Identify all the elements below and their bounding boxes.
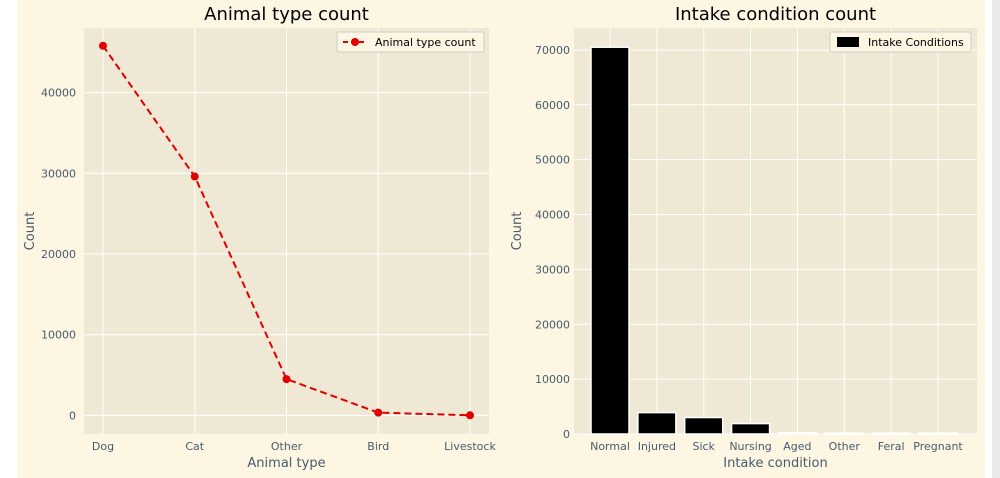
left-x-tick-label: Cat bbox=[185, 440, 204, 453]
right-plot-area bbox=[574, 28, 977, 434]
left-legend-marker bbox=[351, 38, 359, 46]
left-y-tick-label: 0 bbox=[69, 409, 76, 422]
left-x-tick-label: Livestock bbox=[444, 440, 496, 453]
right-y-axis-label: Count bbox=[510, 212, 525, 251]
right-chart-title: Intake condition count bbox=[675, 4, 876, 25]
right-bar bbox=[918, 432, 958, 435]
left-y-axis-label: Count bbox=[23, 212, 38, 251]
right-legend-box bbox=[829, 31, 972, 53]
right-x-tick-label: Other bbox=[829, 440, 861, 453]
left-data-point bbox=[466, 411, 474, 420]
right-y-tick-label: 40000 bbox=[535, 209, 570, 222]
left-series-line bbox=[102, 45, 471, 417]
left-y-tick-label: 20000 bbox=[41, 248, 76, 261]
right-bar bbox=[637, 411, 677, 435]
right-x-tick-label: Normal bbox=[590, 440, 630, 453]
right-x-tick-label: Nursing bbox=[729, 440, 771, 453]
right-y-tick-label: 20000 bbox=[535, 318, 570, 331]
left-data-point bbox=[99, 41, 107, 50]
left-data-point bbox=[190, 172, 199, 181]
right-y-tick-label: 60000 bbox=[535, 99, 570, 112]
right-x-tick-label: Pregnant bbox=[913, 440, 963, 453]
left-y-tick-label: 40000 bbox=[41, 87, 76, 100]
page-scroll-strip bbox=[992, 0, 1000, 478]
right-x-tick-label: Sick bbox=[692, 440, 715, 453]
right-y-tick-label: 0 bbox=[563, 428, 570, 441]
left-x-tick-label: Other bbox=[271, 440, 303, 453]
right-bar bbox=[730, 422, 771, 435]
right-x-tick-label: Aged bbox=[783, 440, 811, 453]
left-x-tick-label: Bird bbox=[367, 440, 389, 453]
left-data-point bbox=[374, 408, 383, 417]
right-legend-label: Intake Conditions bbox=[868, 36, 964, 49]
right-bar bbox=[590, 46, 630, 435]
right-bar bbox=[871, 432, 911, 435]
left-data-point bbox=[282, 375, 291, 384]
right-bar bbox=[683, 416, 724, 435]
right-y-tick-label: 50000 bbox=[535, 154, 570, 167]
right-legend-swatch bbox=[837, 37, 859, 47]
left-y-tick-label: 10000 bbox=[41, 329, 76, 342]
right-bar bbox=[824, 432, 865, 435]
left-x-tick-label: Dog bbox=[92, 440, 114, 453]
right-bar bbox=[777, 431, 818, 435]
right-x-tick-label: Feral bbox=[878, 440, 905, 453]
right-y-tick-label: 10000 bbox=[535, 373, 570, 386]
left-legend-label: Animal type count bbox=[375, 36, 476, 49]
right-x-tick-label: Injured bbox=[638, 440, 676, 453]
left-y-tick-label: 30000 bbox=[41, 167, 76, 180]
right-x-axis-label: Intake condition bbox=[723, 456, 827, 471]
left-x-axis-label: Animal type bbox=[247, 456, 325, 471]
left-legend-box bbox=[336, 31, 485, 53]
right-y-tick-label: 30000 bbox=[535, 263, 570, 276]
left-chart-title: Animal type count bbox=[204, 4, 369, 25]
right-y-tick-label: 70000 bbox=[535, 44, 570, 57]
